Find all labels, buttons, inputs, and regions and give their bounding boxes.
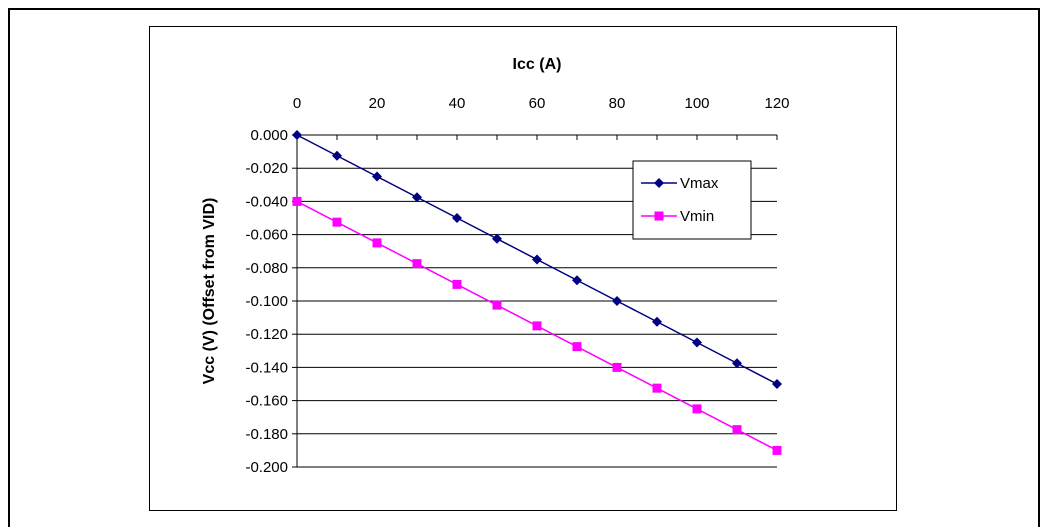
y-tick-label: -0.020 — [245, 160, 288, 177]
y-tick-label: -0.180 — [245, 426, 288, 443]
data-point-vmin — [652, 383, 662, 393]
data-point-vmin — [612, 362, 622, 372]
axes: Icc (A) Vcc (V) (Offset from VID) 0.000 -… — [201, 56, 790, 476]
data-point-vmax — [372, 171, 382, 182]
series — [292, 130, 782, 455]
y-tick-label: -0.200 — [245, 459, 288, 476]
x-tick-label: 20 — [369, 95, 386, 112]
legend-label-vmax: Vmax — [680, 175, 719, 192]
data-point-vmax — [452, 213, 462, 223]
data-point-vmin — [772, 445, 782, 455]
data-point-vmax — [652, 316, 662, 327]
data-point-vmax — [772, 379, 782, 389]
y-tick-label: -0.080 — [245, 260, 288, 277]
data-point-vmin — [372, 238, 382, 248]
page-frame — [8, 8, 1040, 527]
data-point-vmin — [732, 425, 742, 435]
data-point-vmax — [692, 337, 702, 348]
data-point-vmin — [452, 279, 462, 289]
chart-container: Icc (A) Vcc (V) (Offset from VID) 0.000 -… — [149, 26, 897, 511]
data-point-vmax — [412, 192, 422, 203]
x-axis-title: Icc (A) — [513, 56, 562, 73]
data-point-vmin — [292, 196, 302, 206]
gridlines — [297, 167, 777, 468]
data-point-vmin — [492, 300, 502, 310]
line-chart: Icc (A) Vcc (V) (Offset from VID) 0.000 -… — [201, 56, 790, 476]
y-axis-title: Vcc (V) (Offset from VID) — [201, 198, 218, 385]
data-point-vmin — [332, 217, 342, 227]
y-tick-label: -0.120 — [245, 326, 288, 343]
x-tick-label: 0 — [293, 95, 301, 112]
y-tick-label: -0.040 — [245, 193, 288, 210]
data-point-vmax — [532, 254, 542, 265]
data-point-vmin — [412, 259, 422, 269]
series-vmin — [292, 196, 782, 455]
data-point-vmax — [492, 233, 502, 244]
x-tick-label: 40 — [449, 95, 466, 112]
legend-marker-vmax — [654, 178, 664, 188]
legend-label-vmin: Vmin — [680, 208, 714, 225]
legend-box — [632, 160, 752, 240]
data-point-vmax — [732, 358, 742, 369]
x-tick-label: 60 — [529, 95, 546, 112]
y-tick-label: -0.100 — [245, 293, 288, 310]
legend-marker-vmin — [654, 211, 664, 221]
x-tick-label: 80 — [609, 95, 626, 112]
y-tick-label: -0.060 — [245, 227, 288, 244]
data-point-vmax — [612, 296, 622, 306]
y-tick-label: -0.160 — [245, 393, 288, 410]
data-point-vmin — [692, 404, 702, 414]
data-point-vmin — [532, 321, 542, 331]
data-point-vmin — [572, 342, 582, 352]
x-tick-label: 100 — [684, 95, 709, 112]
legend: Vmax Vmin — [632, 160, 752, 240]
y-tick-label: -0.140 — [245, 359, 288, 376]
series-vmax — [292, 130, 782, 389]
data-point-vmax — [292, 130, 302, 140]
y-tick-label: 0.000 — [250, 127, 288, 144]
x-tick-label: 120 — [764, 95, 789, 112]
data-point-vmax — [332, 150, 342, 161]
data-point-vmax — [572, 275, 582, 286]
